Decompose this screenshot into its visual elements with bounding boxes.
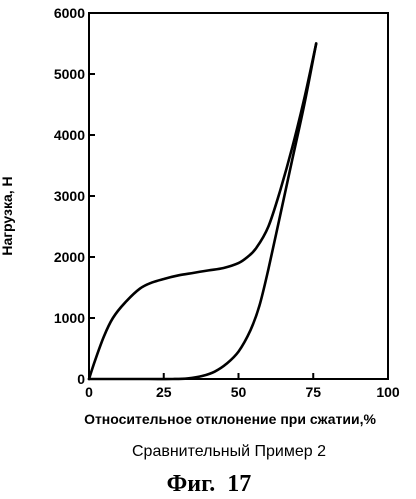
y-tick-label: 1000: [54, 310, 85, 326]
y-tick-label: 5000: [54, 66, 85, 82]
x-tick-label: 50: [231, 384, 247, 400]
y-tick-label: 6000: [54, 5, 85, 21]
y-tick-label: 0: [77, 371, 85, 387]
unloading-curve: [87, 42, 318, 381]
figure-label: Фиг. 17: [167, 471, 252, 497]
x-tick-label: 75: [305, 384, 321, 400]
x-axis-label: Относительное отклонение при сжатии,%: [84, 411, 376, 427]
y-tick-label: 3000: [54, 188, 85, 204]
y-tick-label: 2000: [54, 249, 85, 265]
y-axis-label: Нагрузка, Н: [0, 176, 15, 255]
loading-curve: [87, 42, 318, 381]
data-series: [87, 42, 318, 381]
x-tick-label: 100: [376, 384, 400, 400]
x-tick-label: 25: [156, 384, 172, 400]
figure-caption: Сравнительный Пример 2: [132, 443, 326, 460]
axis-ticks: [89, 73, 315, 379]
y-tick-label: 4000: [54, 127, 85, 143]
plot-frame: [88, 12, 389, 380]
x-tick-label: 0: [85, 384, 93, 400]
